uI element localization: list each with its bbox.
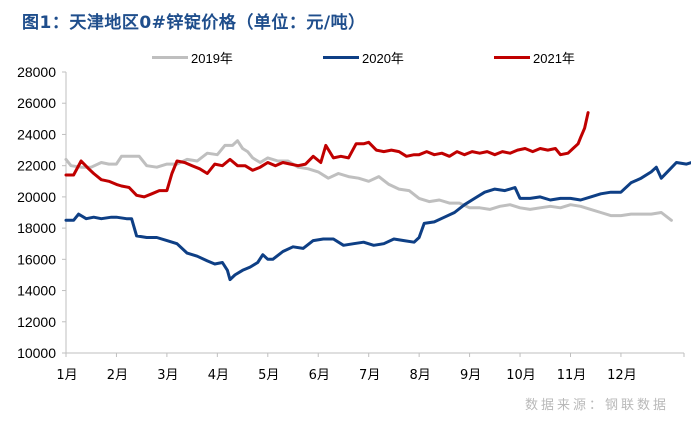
legend-label-2020: 2020年 [362, 51, 404, 66]
legend-label-2021: 2021年 [533, 51, 575, 66]
x-tick-label: 10月 [506, 368, 536, 383]
x-tick-label: 7月 [359, 368, 380, 383]
y-tick-label: 18000 [17, 220, 56, 236]
legend-item-2019: 2019年 [152, 48, 233, 67]
x-tick-label: 6月 [309, 368, 330, 383]
series-line-2019 [64, 139, 673, 222]
legend-item-2021: 2021年 [494, 48, 575, 67]
x-tick-label: 4月 [208, 368, 229, 383]
y-tick-label: 16000 [17, 251, 56, 267]
legend-swatch-2021-icon [494, 56, 530, 59]
legend-swatch-2020-icon [323, 56, 359, 59]
x-tick-label: 5月 [258, 368, 279, 383]
x-tick-label: 8月 [410, 368, 431, 383]
y-tick-label: 24000 [17, 126, 56, 142]
legend-item-2020: 2020年 [323, 48, 404, 67]
y-tick-label: 12000 [17, 314, 56, 330]
y-tick-label: 10000 [17, 345, 56, 361]
chart-axes: 10000 12000 14000 16000 18000 20000 22000 24000… [17, 64, 685, 383]
y-tick-label: 22000 [17, 158, 56, 174]
x-tick-label: 9月 [460, 368, 481, 383]
legend-swatch-2019-icon [152, 56, 188, 59]
y-tick-label: 20000 [17, 189, 56, 205]
series-line-2021 [64, 111, 590, 199]
x-tick-label: 3月 [157, 368, 178, 383]
chart-series [64, 111, 691, 282]
y-tick-label: 28000 [17, 64, 56, 80]
chart-title: 图1：天津地区0#锌锭价格（单位：元/吨） [22, 13, 366, 33]
chart-legend: 2019年 2020年 2021年 [0, 48, 691, 70]
x-tick-label: 11月 [557, 368, 587, 383]
legend-label-2019: 2019年 [191, 51, 233, 66]
y-tick-label: 26000 [17, 95, 56, 111]
x-tick-label: 2月 [107, 368, 128, 383]
y-tick-label: 14000 [17, 283, 56, 299]
x-tick-label: 1月 [56, 368, 77, 383]
data-source-note: 数据来源：钢联数据 [524, 398, 669, 413]
x-tick-label: 12月 [607, 368, 637, 383]
series-line-2020 [64, 161, 691, 282]
